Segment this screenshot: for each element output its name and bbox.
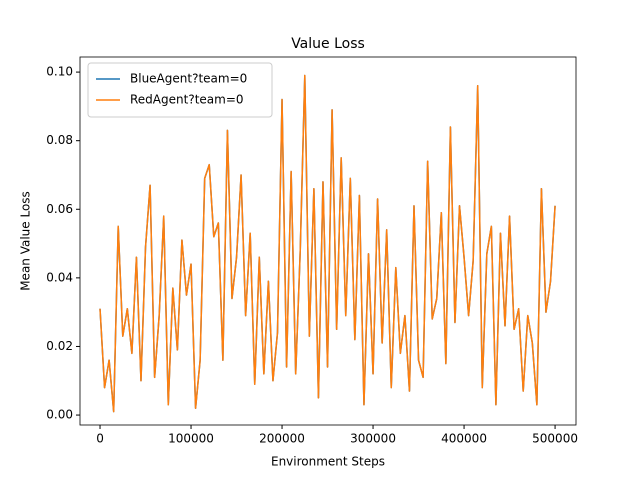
x-tick-label: 500000 [532,432,578,446]
y-tick-label: 0.04 [46,270,73,284]
y-tick-label: 0.00 [46,408,73,422]
x-tick-label: 200000 [259,432,305,446]
y-tick-label: 0.06 [46,202,73,216]
y-tick-label: 0.08 [46,133,73,147]
x-tick-label: 400000 [441,432,487,446]
y-tick-label: 0.02 [46,339,73,353]
legend-box [87,62,273,118]
legend-label: BlueAgent?team=0 [130,72,247,86]
legend-label: RedAgent?team=0 [130,93,244,107]
chart-title: Value Loss [291,36,365,52]
series-line [99,74,556,413]
x-tick-label: 300000 [350,432,396,446]
axes-frame [79,56,577,426]
x-tick-label: 100000 [168,432,214,446]
y-tick-label: 0.10 [46,65,73,79]
x-tick-label: 0 [96,432,104,446]
x-axis-label: Environment Steps [271,455,385,469]
y-axis-label: Mean Value Loss [19,191,33,291]
